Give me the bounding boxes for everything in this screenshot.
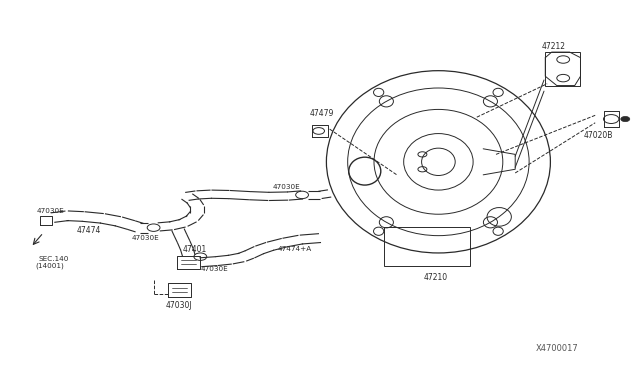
Text: 47030J: 47030J [166, 301, 193, 310]
Text: 47030E: 47030E [273, 184, 301, 190]
Text: 47474+A: 47474+A [277, 246, 312, 252]
Text: 47210: 47210 [423, 273, 447, 282]
Text: X4700017: X4700017 [536, 344, 578, 353]
Text: 47212: 47212 [542, 42, 566, 51]
Circle shape [621, 116, 630, 122]
Text: 47474: 47474 [77, 226, 101, 235]
Text: 47030E: 47030E [132, 235, 160, 241]
Text: 47030E: 47030E [200, 266, 228, 272]
Bar [545, 52, 580, 86]
Text: 47401: 47401 [183, 246, 207, 254]
Bar [384, 227, 470, 266]
Text: 47479: 47479 [310, 109, 334, 118]
Text: 47020B: 47020B [584, 131, 613, 140]
Text: SEC.140: SEC.140 [38, 256, 68, 262]
Text: (14001): (14001) [35, 263, 64, 269]
Text: 47030E: 47030E [37, 208, 65, 214]
